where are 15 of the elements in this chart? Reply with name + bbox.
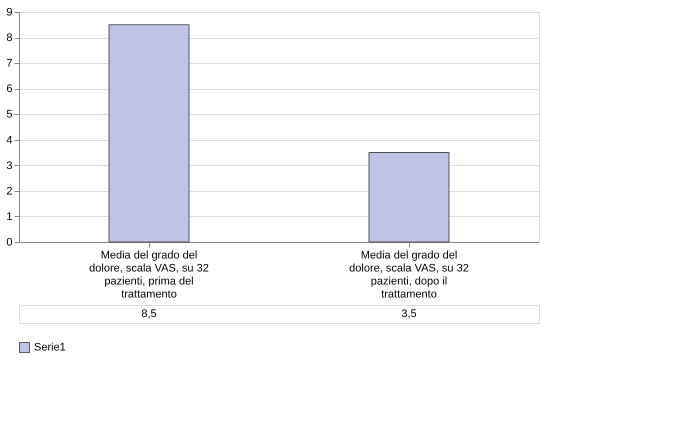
y-tick-label: 7 (6, 58, 12, 70)
y-tick-label: 3 (6, 160, 12, 172)
y-tick-label: 8 (6, 32, 12, 44)
y-tick-label: 2 (6, 185, 12, 198)
y-tick-label: 1 (6, 210, 12, 223)
data-label: 8,5 (141, 308, 157, 320)
y-tick-label: 4 (6, 134, 12, 146)
x-tick-label: Media del grado del dolore, scala VAS, su 32 pazienti, dopo il trattamento (349, 250, 469, 300)
data-label: 3,5 (401, 308, 417, 320)
legend-label: Serie1 (34, 342, 66, 354)
y-tick-label: 6 (6, 83, 12, 96)
y-tick-label: 0 (6, 236, 12, 248)
x-tick-label: Media del grado del dolore, scala VAS, su 32 pazienti, prima del trattamento (89, 250, 209, 300)
y-tick-label: 9 (6, 6, 12, 18)
y-tick-label: 5 (6, 108, 12, 121)
